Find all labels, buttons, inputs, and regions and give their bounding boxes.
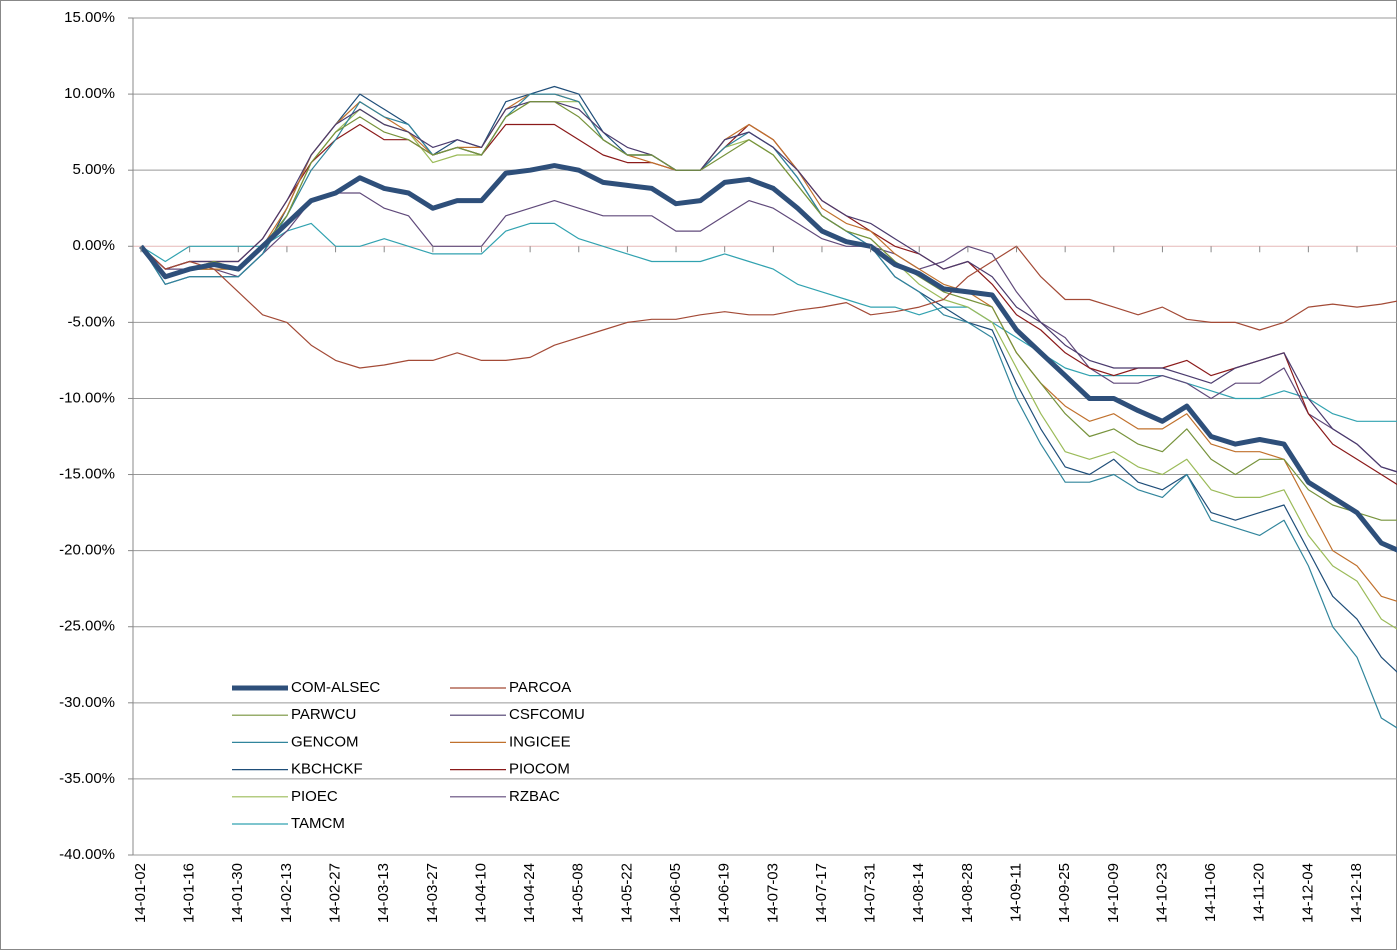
- x-tick-label: 14-04-10: [472, 863, 489, 923]
- x-tick-label: 14-02-13: [278, 863, 295, 923]
- legend-label: RZBAC: [509, 788, 560, 805]
- x-tick-label: 14-04-24: [521, 863, 538, 923]
- legend-label: KBCHCKF: [291, 761, 363, 778]
- x-tick-label: 14-12-18: [1348, 863, 1365, 923]
- x-tick-label: 14-01-30: [229, 863, 246, 923]
- x-tick-label: 14-05-08: [570, 863, 587, 923]
- legend-label: TAMCM: [291, 815, 345, 832]
- x-tick-label: 14-10-09: [1105, 863, 1122, 923]
- legend-label: INGICEE: [509, 733, 571, 750]
- series-line: [139, 163, 1397, 553]
- series-line: [140, 93, 1397, 602]
- legend: COM-ALSEC PARCOA PARWCU CSFCOMU GENCOM INGICE…: [232, 679, 585, 832]
- x-tick-label: 14-05-22: [618, 863, 635, 923]
- x-tick-label: 14-09-11: [1007, 863, 1024, 922]
- y-tick-label: -25.00%: [59, 618, 115, 635]
- x-tick-label: 14-08-28: [959, 863, 976, 923]
- series-line: [140, 101, 1397, 521]
- x-tick-label: 14-01-16: [181, 863, 198, 923]
- x-tick-label: 14-11-20: [1251, 863, 1268, 922]
- x-tick-label: 14-09-25: [1056, 863, 1073, 923]
- y-tick-label: -20.00%: [59, 542, 115, 559]
- x-tick-label: 14-06-19: [716, 863, 733, 923]
- x-tick-label: 14-03-13: [375, 863, 392, 923]
- y-tick-label: -15.00%: [59, 466, 115, 483]
- x-tick-label: 14-07-17: [813, 863, 830, 923]
- y-tick-label: -5.00%: [67, 313, 115, 330]
- x-tick-label: 14-01-02: [132, 863, 149, 923]
- legend-label: PIOEC: [291, 788, 338, 805]
- series-line: [140, 192, 1397, 473]
- x-tick-label: 14-07-31: [862, 863, 879, 923]
- y-tick-label: -30.00%: [59, 694, 115, 711]
- x-tick-label: 14-07-03: [764, 863, 781, 923]
- y-tick-label: 10.00%: [64, 85, 115, 102]
- x-tick-label: 14-11-06: [1202, 863, 1219, 922]
- legend-label: PIOCOM: [509, 761, 570, 778]
- y-tick-label: 15.00%: [64, 9, 115, 26]
- legend-label: PARCOA: [509, 679, 571, 696]
- y-tick-label: 0.00%: [72, 237, 115, 254]
- x-tick-label: 14-10-23: [1153, 863, 1170, 923]
- legend-label: PARWCU: [291, 706, 356, 723]
- y-tick-label: 5.00%: [72, 161, 115, 178]
- legend-label: GENCOM: [291, 733, 359, 750]
- axes: 15.00% 10.00% 5.00% 0.00% -5.00% -10.00% -15.0…: [59, 9, 1365, 923]
- series-line: [140, 245, 1397, 369]
- x-tick-label: 14-06-05: [667, 863, 684, 923]
- x-tick-label: 14-02-27: [327, 863, 344, 923]
- series-line: [140, 101, 1397, 473]
- legend-label: COM-ALSEC: [291, 679, 380, 696]
- y-tick-label: -10.00%: [59, 389, 115, 406]
- legend-label: CSFCOMU: [509, 706, 585, 723]
- y-tick-label: -35.00%: [59, 770, 115, 787]
- x-tick-label: 14-03-27: [424, 863, 441, 923]
- plot-area: [139, 85, 1397, 729]
- series-line: [140, 222, 1397, 422]
- y-tick-label: -40.00%: [59, 846, 115, 863]
- x-tick-label: 14-12-04: [1299, 863, 1316, 923]
- x-tick-label: 14-08-14: [910, 863, 927, 923]
